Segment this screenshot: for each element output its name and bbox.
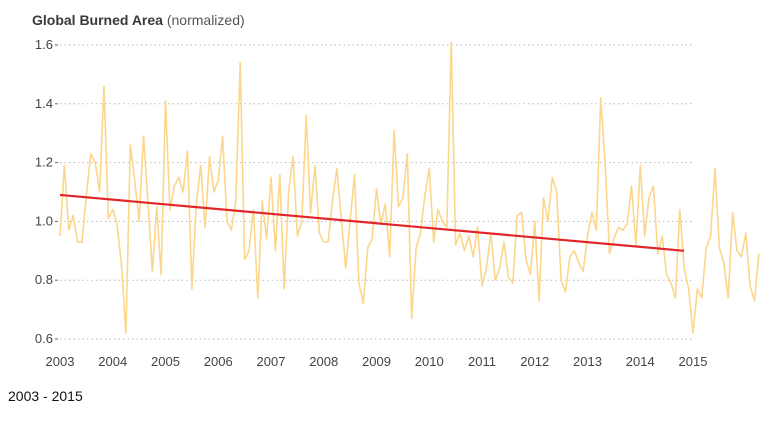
chart-plot-area: 0.6 0.8 1.0 1.2 1.4 1.6 2003 2004 2005 2006 2007 20… <box>35 37 760 369</box>
x-tick-label: 2011 <box>468 354 496 369</box>
y-tick-label: 0.6 <box>35 331 53 346</box>
trend-line <box>59 193 685 252</box>
x-tick-label: 2005 <box>151 354 180 369</box>
x-tick-label: 2015 <box>679 354 708 369</box>
chart-title: Global Burned Area (normalized) <box>32 12 245 28</box>
x-tick-label: 2009 <box>362 354 391 369</box>
x-tick-label: 2012 <box>520 354 549 369</box>
x-tick-label: 2004 <box>98 354 127 369</box>
x-tick-label: 2008 <box>309 354 338 369</box>
x-tick-label: 2006 <box>204 354 233 369</box>
y-tick-label: 1.6 <box>35 37 53 52</box>
caption-date-range: 2003 - 2015 <box>8 388 83 404</box>
chart-title-main: Global Burned Area <box>32 12 163 28</box>
x-tick-label: 2007 <box>257 354 286 369</box>
x-tick-label: 2014 <box>626 354 655 369</box>
y-tick-label: 1.2 <box>35 155 53 170</box>
x-tick-label: 2010 <box>415 354 444 369</box>
x-tick-label: 2003 <box>46 354 75 369</box>
y-tick-label: 0.8 <box>35 272 53 287</box>
y-tick-label: 1.4 <box>35 96 53 111</box>
x-tick-label: 2013 <box>573 354 602 369</box>
y-tick-label: 1.0 <box>35 213 53 228</box>
burned-area-series-line <box>59 41 760 334</box>
chart-title-qualifier: (normalized) <box>166 12 245 28</box>
